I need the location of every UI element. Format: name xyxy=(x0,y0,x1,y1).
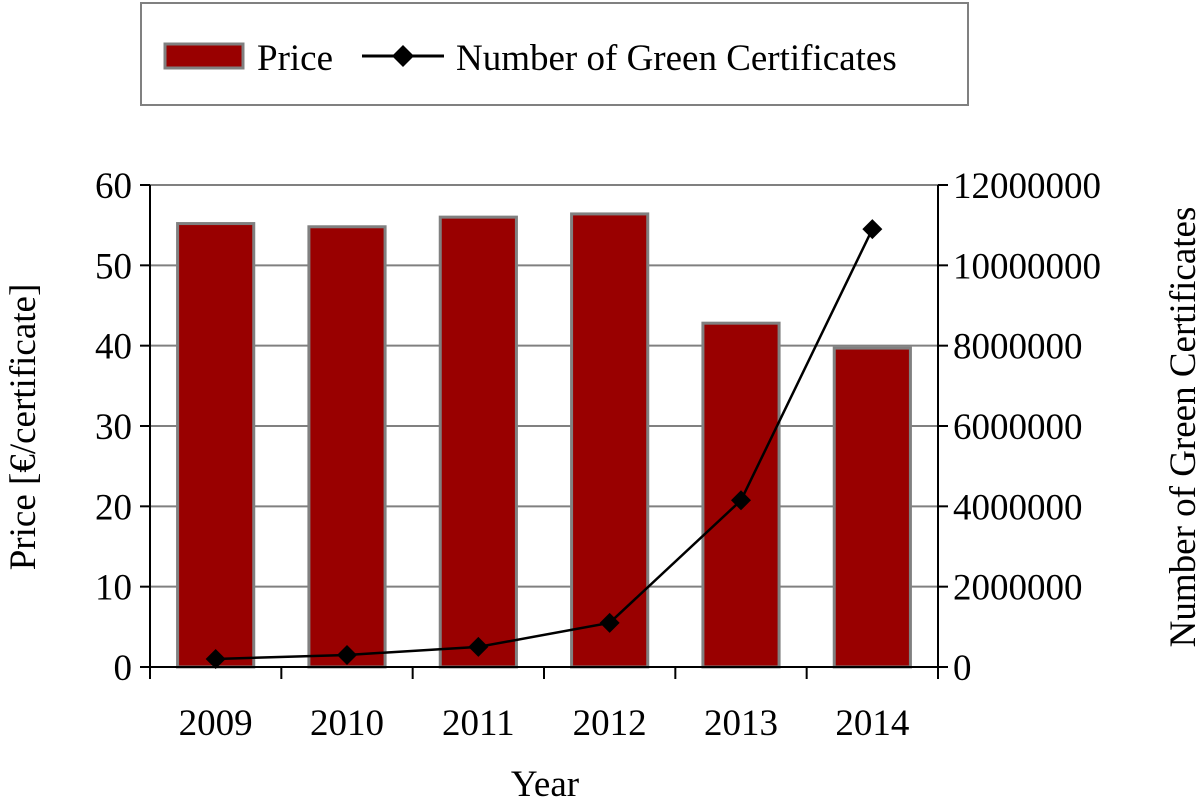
tick-labels: 0 10 20 30 40 50 60 0 2000000 4000000 6000000 80000… xyxy=(95,166,1101,744)
certificates-point-2014 xyxy=(862,219,883,240)
y-axis-title: Price [€/certificate] xyxy=(3,284,44,571)
y2-axis-title: Number of Green Certificates xyxy=(1163,207,1200,648)
price-bar-2009 xyxy=(176,222,256,669)
y-tick-label: 20 xyxy=(95,487,132,528)
gridlines xyxy=(150,184,938,588)
certificates-line-series xyxy=(205,219,883,669)
certificates-point-2011 xyxy=(468,636,489,657)
axes xyxy=(140,184,948,679)
x-tick-label-2012: 2012 xyxy=(573,703,647,744)
certificates-point-2009 xyxy=(205,648,226,669)
y2-tick-label: 0 xyxy=(953,648,972,689)
y-tick-label: 0 xyxy=(114,648,133,689)
y-tick-label: 40 xyxy=(95,327,132,368)
legend-price-label: Price xyxy=(257,38,333,79)
price-bars xyxy=(176,212,912,669)
x-tick-label-2013: 2013 xyxy=(704,703,778,744)
y2-tick-label: 10000000 xyxy=(953,246,1101,287)
price-bar-2011 xyxy=(438,215,518,669)
price-bar-2014 xyxy=(832,346,912,669)
y-tick-label: 60 xyxy=(95,166,132,207)
y2-tick-label: 8000000 xyxy=(953,327,1083,368)
y-tick-label: 30 xyxy=(95,407,132,448)
price-bar-2010 xyxy=(307,225,387,669)
y-tick-label: 10 xyxy=(95,568,132,609)
legend-box xyxy=(140,2,969,106)
price-bar-2012 xyxy=(570,212,650,669)
y-tick-label: 50 xyxy=(95,246,132,287)
legend-certificates-label: Number of Green Certificates xyxy=(456,38,897,79)
certificates-point-2012 xyxy=(599,612,620,633)
y2-tick-label: 2000000 xyxy=(953,568,1083,609)
y2-tick-label: 12000000 xyxy=(953,166,1101,207)
legend-price-swatch xyxy=(163,42,245,70)
y2-tick-label: 6000000 xyxy=(953,407,1083,448)
certificates-point-2010 xyxy=(337,644,357,665)
certificates-point-2013 xyxy=(731,490,751,511)
x-tick-label-2011: 2011 xyxy=(442,703,515,744)
certificates-line xyxy=(215,228,874,661)
x-tick-label-2010: 2010 xyxy=(310,703,384,744)
x-tick-label-2014: 2014 xyxy=(835,703,909,744)
y2-tick-label: 4000000 xyxy=(953,487,1083,528)
x-axis-title: Year xyxy=(511,764,579,801)
x-tick-label-2009: 2009 xyxy=(179,703,253,744)
legend-diamond-marker xyxy=(392,45,414,67)
